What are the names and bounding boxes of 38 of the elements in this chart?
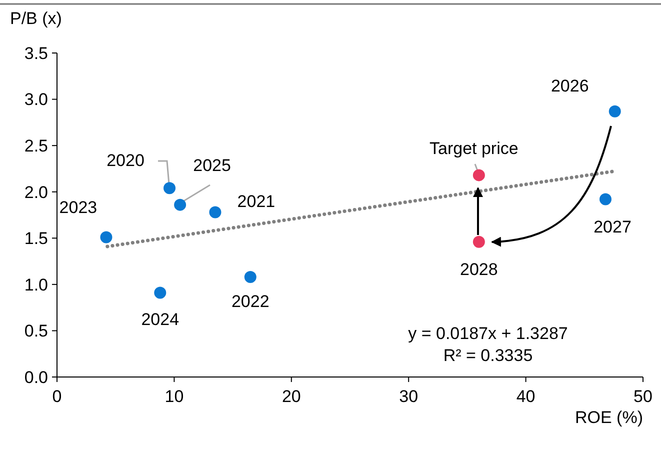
annotation: 2020	[106, 151, 144, 170]
x-tick-label: 30	[399, 387, 418, 406]
x-tick-label: 50	[634, 387, 652, 406]
point	[608, 105, 621, 118]
point	[100, 231, 112, 244]
x-tick-label: 40	[516, 387, 536, 406]
annotation: 2021	[237, 192, 276, 212]
annotation: 2024	[141, 310, 180, 329]
x-axis-title: ROE (%)	[575, 408, 643, 427]
y-tick-label: 3.0	[24, 90, 48, 110]
point	[244, 271, 256, 284]
y-axis-title: P/B (x)	[10, 9, 62, 28]
point	[209, 206, 222, 218]
point	[599, 193, 612, 206]
x-tick-label: 0	[52, 387, 62, 406]
point	[154, 286, 166, 299]
annotation: 2027	[594, 217, 632, 236]
annotation: 2026	[550, 76, 589, 96]
annotation: y = 0.0187x + 1.3287	[408, 324, 568, 343]
point	[174, 198, 186, 211]
point	[472, 236, 485, 248]
y-tick-label: 3.5	[24, 44, 48, 63]
x-tick-label: 10	[164, 387, 184, 406]
y-tick-label: 0.0	[24, 368, 48, 387]
annotation: 2028	[460, 260, 498, 279]
point	[472, 169, 485, 182]
annotation: Target price	[430, 139, 518, 158]
y-tick-label: 2.0	[24, 182, 48, 202]
y-tick-label: 0.5	[24, 322, 48, 341]
x-tick-label: 20	[282, 387, 301, 406]
annotation: 2025	[193, 156, 231, 175]
point	[164, 182, 176, 194]
y-tick-label: 1.0	[24, 275, 48, 294]
annotation: R² = 0.3335	[443, 346, 533, 365]
annotation: 2022	[231, 292, 270, 312]
y-tick-label: 1.5	[24, 229, 48, 248]
annotation: 2023	[59, 198, 98, 218]
y-tick-label: 2.5	[24, 136, 48, 156]
